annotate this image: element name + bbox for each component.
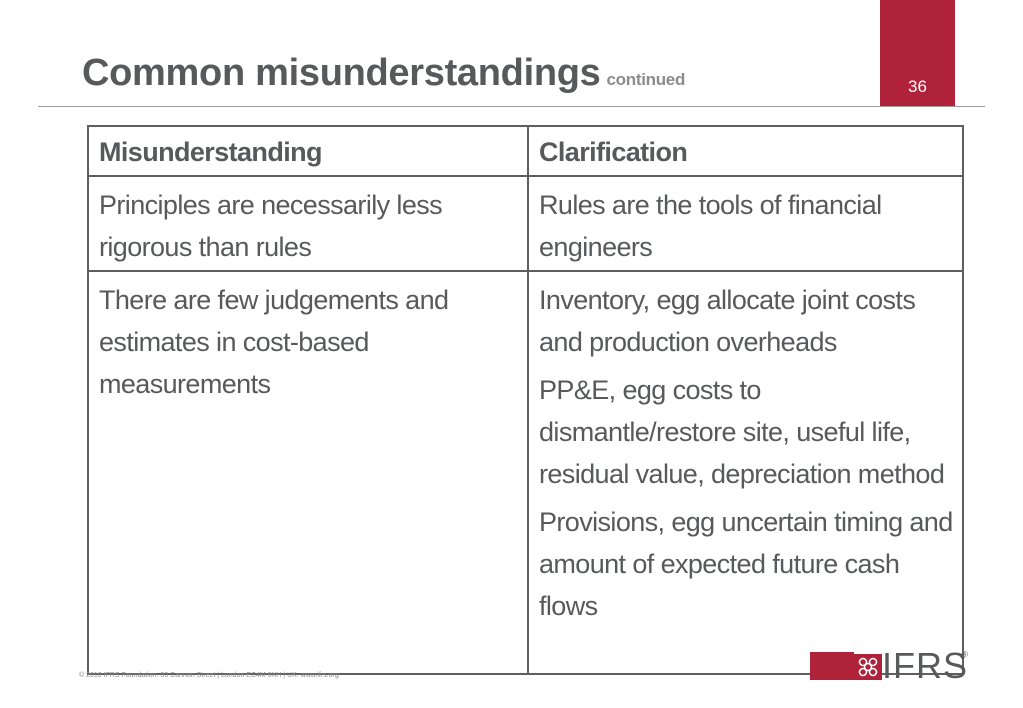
title-text: Common misunderstandings xyxy=(82,52,601,94)
table-header-clarification: Clarification xyxy=(539,137,688,167)
table-row-divider xyxy=(89,270,962,272)
registered-mark: ® xyxy=(962,650,968,659)
footer-copyright: © 2010 IFRS Foundation. 30 Cannon Street… xyxy=(79,672,339,679)
table-row-divider xyxy=(89,175,962,177)
slide-number: 36 xyxy=(908,77,927,96)
table-cell-clarification: Inventory, egg allocate joint costs and … xyxy=(539,279,959,633)
clarification-paragraph: Rules are the tools of financial enginee… xyxy=(539,190,882,262)
title-subtitle: continued xyxy=(606,70,686,89)
misunderstandings-table: Misunderstanding Clarification Principle… xyxy=(87,125,964,675)
slide-number-badge: 36 xyxy=(880,0,955,107)
table-cell-misunderstanding: Principles are necessarily less rigorous… xyxy=(99,190,443,262)
clarification-paragraph: Provisions, egg uncertain timing and amo… xyxy=(539,507,953,621)
ifrs-flower-icon xyxy=(854,654,882,680)
clarification-paragraph: Inventory, egg allocate joint costs and … xyxy=(539,285,916,357)
table-header-misunderstanding: Misunderstanding xyxy=(99,137,323,167)
clarification-paragraph: PP&E, egg costs to dismantle/restore sit… xyxy=(539,375,945,489)
ifrs-logo: IFRS xyxy=(882,645,969,686)
header-divider xyxy=(38,106,985,107)
logo-bar xyxy=(810,652,854,680)
table-cell-misunderstanding: There are few judgements and estimates i… xyxy=(99,285,449,399)
table-column-divider xyxy=(527,127,529,673)
table-cell-clarification: Rules are the tools of financial enginee… xyxy=(539,184,959,274)
page-title: Common misunderstandings continued xyxy=(82,52,685,95)
